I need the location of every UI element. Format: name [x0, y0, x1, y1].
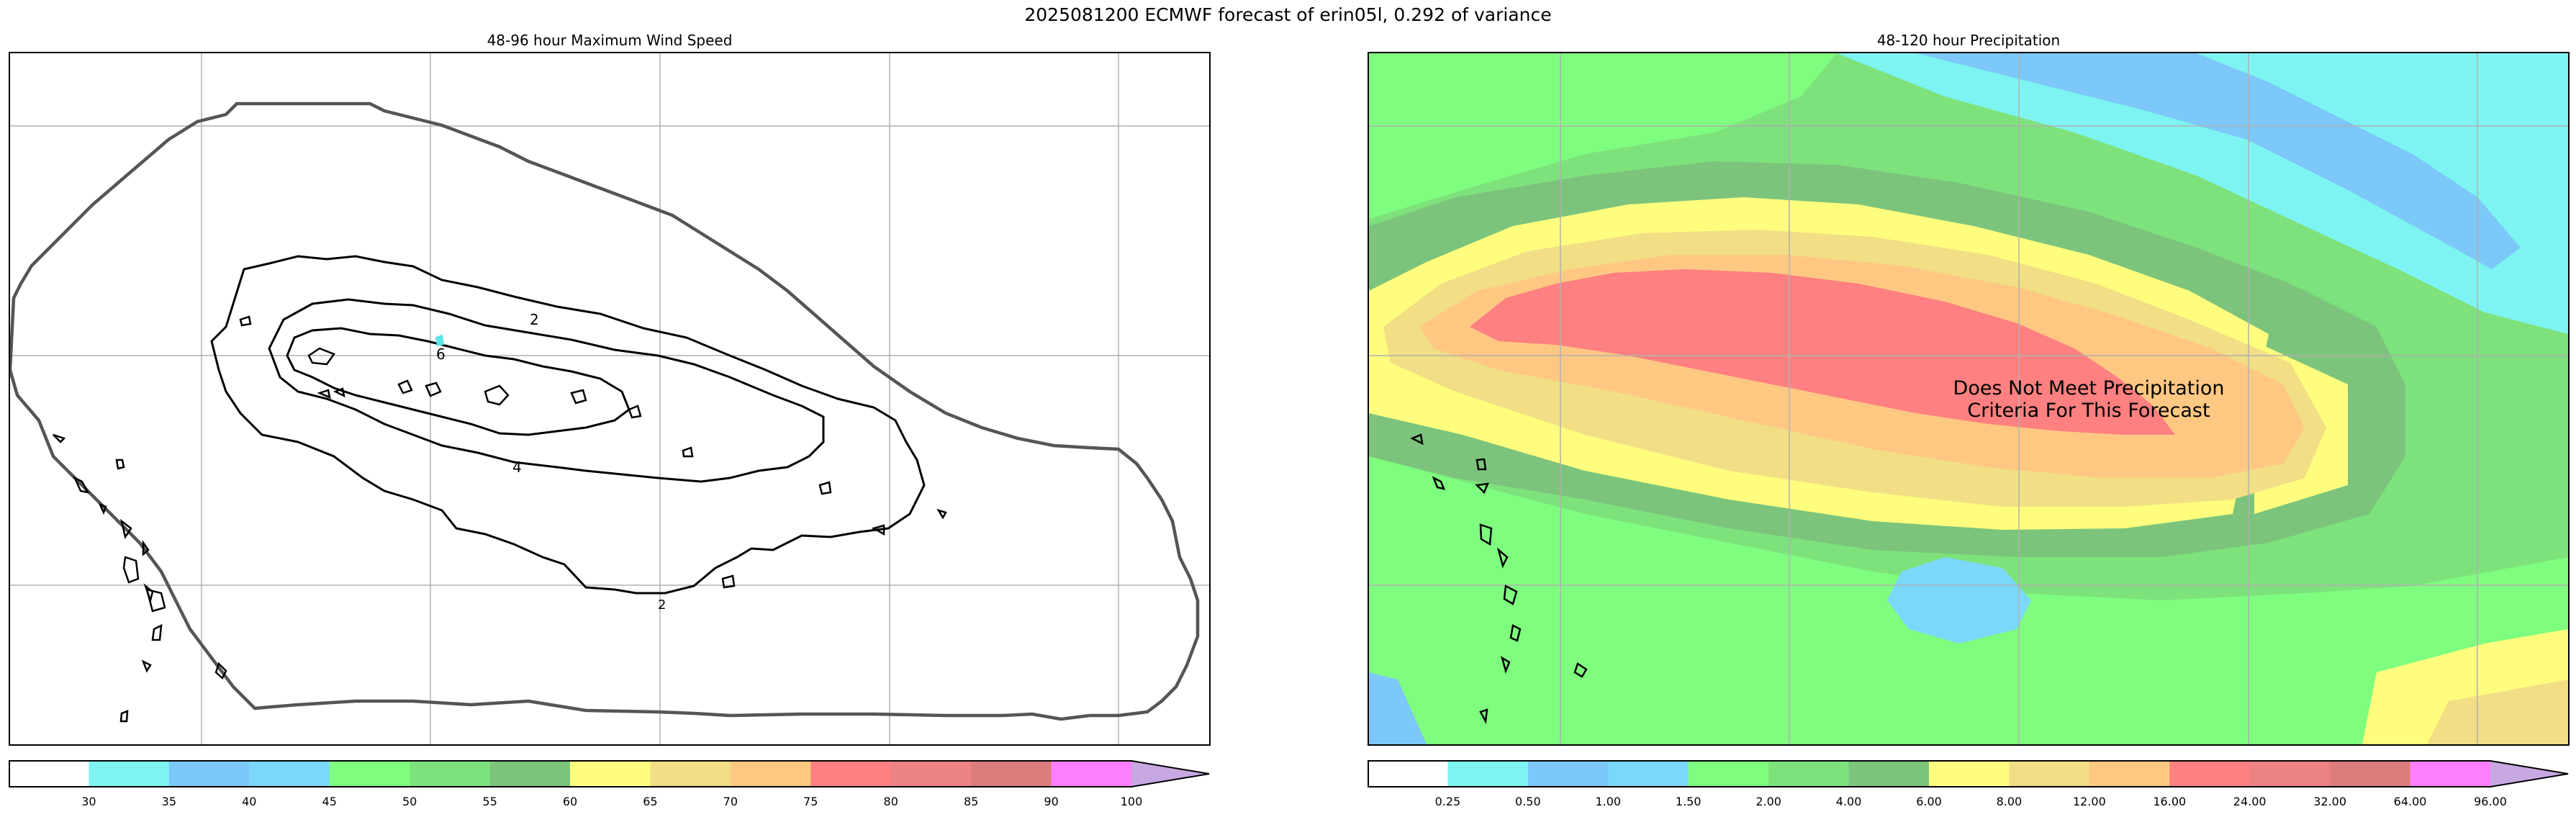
colorbar-extend-triangle: [1131, 760, 1209, 787]
colorbar-segment: [2169, 760, 2251, 787]
precip-map-panel: Does Not Meet Precipitation Criteria For…: [1368, 52, 2570, 746]
colorbar-tick-label: 0.50: [1515, 795, 1541, 808]
colorbar-segment: [2410, 760, 2491, 787]
wind-gridlines: [10, 53, 1209, 744]
colorbar-segment: [329, 760, 410, 787]
colorbar-tick-label: 35: [161, 795, 177, 808]
colorbar-tick-label: 6.00: [1916, 795, 1942, 808]
precip-band-blue: [1916, 53, 2521, 269]
colorbar-tick-label: 2.00: [1755, 795, 1781, 808]
colorbar-tick-label: 40: [242, 795, 257, 808]
precip-gridlines: [1369, 53, 2568, 744]
precip-band-red: [1470, 269, 2175, 435]
colorbar-tick-label: 70: [723, 795, 738, 808]
colorbar-segment: [168, 760, 250, 787]
wind-cyan-cell: [435, 334, 445, 347]
colorbar-segment: [249, 760, 330, 787]
wind-contour-label: 2: [658, 597, 666, 613]
precip-band-cyan: [1837, 53, 2568, 334]
precip-small-cells: [1409, 433, 1588, 725]
colorbar-segment: [1368, 760, 1448, 787]
wind-contour-label: 4: [512, 459, 522, 476]
wind-contour-4: [268, 298, 825, 483]
colorbar-segment: [489, 760, 571, 787]
precip-colorbar: [1368, 760, 2569, 787]
wind-colorbar: [9, 760, 1210, 787]
colorbar-tick-label: 4.00: [1835, 795, 1862, 808]
colorbar-tick-label: 55: [482, 795, 497, 808]
colorbar-tick-label: 75: [803, 795, 818, 808]
colorbar-tick-label: 24.00: [2233, 795, 2267, 808]
colorbar-segment: [730, 760, 811, 787]
colorbar-tick-label: 90: [1044, 795, 1059, 808]
wind-map-svg: 2 4 6 2: [10, 53, 1209, 744]
colorbar-tick-label: 65: [643, 795, 658, 808]
colorbar-segment: [2330, 760, 2411, 787]
wind-panel-title: 48-96 hour Maximum Wind Speed: [487, 32, 733, 49]
colorbar-tick-label: 64.00: [2393, 795, 2427, 808]
colorbar-tick-label: 100: [1120, 795, 1143, 808]
wind-small-cells: [53, 315, 947, 723]
colorbar-segment: [1608, 760, 1689, 787]
colorbar-tick-label: 32.00: [2313, 795, 2347, 808]
wind-outer-envelope: [10, 101, 1200, 721]
colorbar-tick-label: 85: [963, 795, 979, 808]
precip-panel-title: 48-120 hour Precipitation: [1876, 32, 2061, 49]
wind-contour-2: [210, 255, 926, 595]
colorbar-extend-triangle: [2490, 760, 2568, 787]
colorbar-tick-label: 1.50: [1675, 795, 1701, 808]
precip-annotation: Does Not Meet Precipitation Criteria For…: [1953, 377, 2225, 422]
wind-contour-label: 6: [436, 346, 446, 363]
colorbar-segment: [9, 760, 89, 787]
colorbar-segment: [1051, 760, 1132, 787]
colorbar-segment: [89, 760, 170, 787]
colorbar-segment: [650, 760, 731, 787]
colorbar-tick-label: 80: [883, 795, 898, 808]
colorbar-segment: [570, 760, 651, 787]
colorbar-tick-label: 30: [81, 795, 96, 808]
colorbar-segment: [810, 760, 892, 787]
colorbar-tick-label: 45: [322, 795, 337, 808]
wind-contour-label: 2: [530, 311, 539, 328]
colorbar-tick-label: 50: [402, 795, 417, 808]
precip-map-svg: [1369, 53, 2568, 744]
colorbar-outline: [9, 760, 1210, 787]
colorbar-segment: [1527, 760, 1609, 787]
colorbar-segment: [971, 760, 1052, 787]
colorbar-tick-label: 60: [562, 795, 578, 808]
colorbar-tick-label: 16.00: [2153, 795, 2187, 808]
colorbar-segment: [2089, 760, 2170, 787]
colorbar-segment: [1447, 760, 1529, 787]
colorbar-tick-label: 96.00: [2474, 795, 2507, 808]
figure-title: 2025081200 ECMWF forecast of erin05l, 0.…: [1024, 4, 1552, 25]
wind-contour-6: [286, 327, 631, 436]
colorbar-tick-label: 1.00: [1595, 795, 1622, 808]
colorbar-segment: [410, 760, 491, 787]
colorbar-segment: [2249, 760, 2331, 787]
colorbar-outline: [1368, 760, 2569, 787]
colorbar-segment: [1848, 760, 1930, 787]
wind-map-panel: 2 4 6 2: [9, 52, 1211, 746]
colorbar-segment: [890, 760, 972, 787]
colorbar-segment: [2009, 760, 2090, 787]
colorbar-tick-label: 8.00: [1996, 795, 2023, 808]
precip-band-lightgreen: [1369, 53, 1837, 219]
colorbar-segment: [1768, 760, 1850, 787]
colorbar-tick-label: 12.00: [2072, 795, 2106, 808]
colorbar-segment: [1688, 760, 1769, 787]
colorbar-segment: [1929, 760, 2010, 787]
colorbar-tick-label: 0.25: [1434, 795, 1461, 808]
